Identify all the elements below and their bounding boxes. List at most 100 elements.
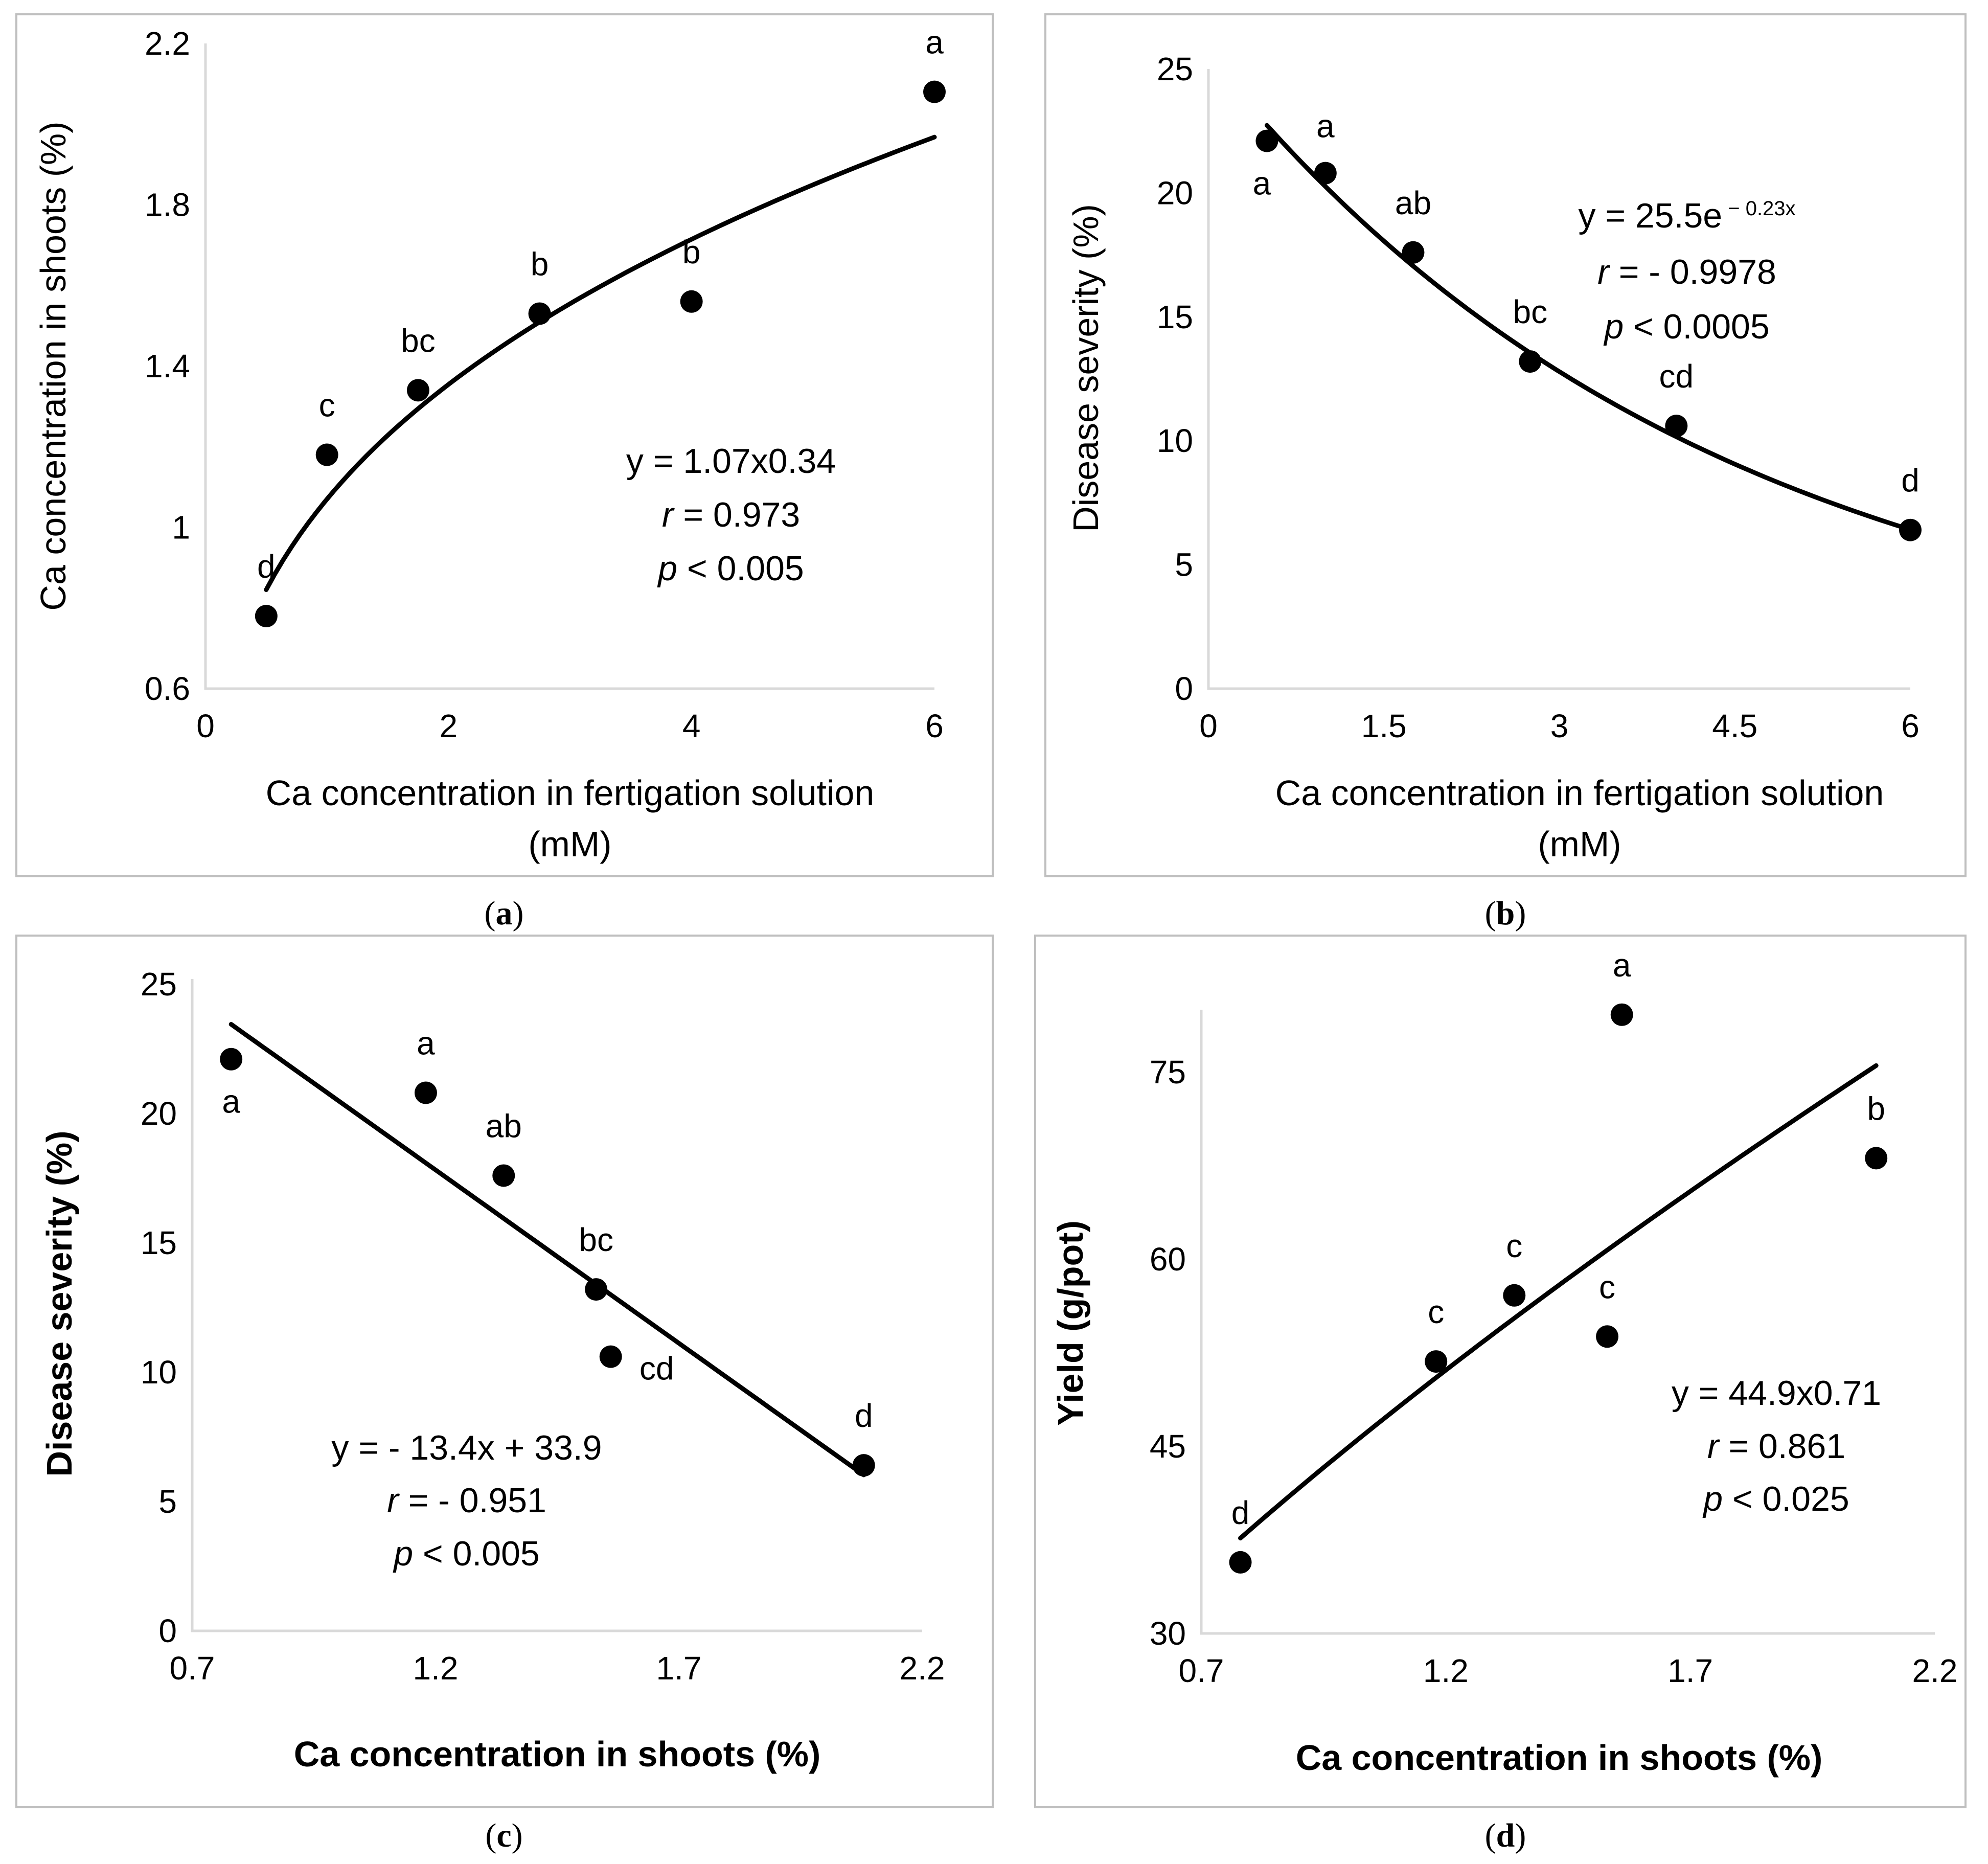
- panel-a-y-ticks: 0.6 1 1.4 1.8 2.2: [145, 25, 190, 707]
- panel-a-p-value: p < 0.005: [657, 549, 804, 588]
- panel-b-x-tick-label: 0: [1199, 708, 1218, 744]
- panel-a-data-point: [528, 302, 551, 325]
- panel-c-significance-label: bc: [579, 1221, 613, 1258]
- panel-c-y-tick-label: 0: [158, 1612, 177, 1649]
- panel-c-x-ticks: 0.7 1.2 1.7 2.2: [170, 1650, 945, 1687]
- panel-b-significance-label: ab: [1395, 185, 1431, 221]
- panel-b-x-axis-title: Ca concentration in fertigation solution: [1275, 773, 1884, 813]
- panel-d-points: [1229, 1003, 1888, 1574]
- panel-b-point-labels: a a ab bc cd d: [1253, 108, 1920, 499]
- panel-c-significance-label: ab: [486, 1107, 522, 1144]
- panel-b-caption: (b): [1485, 895, 1526, 932]
- panel-c-caption: (c): [485, 1817, 522, 1854]
- panel-a-caption: (a): [485, 895, 524, 932]
- panel-c-data-point: [492, 1164, 515, 1187]
- panel-c-x-tick-label: 2.2: [900, 1650, 945, 1687]
- panel-d-y-tick-label: 30: [1150, 1615, 1186, 1652]
- panel-a-x-axis-title-unit: (mM): [528, 824, 611, 864]
- panel-b-y-ticks: 0 5 10 15 20 25: [1157, 51, 1193, 707]
- panel-d-axes: [1200, 1010, 1935, 1635]
- panel-d-equation: y = 44.9x0.71: [1672, 1374, 1881, 1413]
- panel-b-x-tick-label: 4.5: [1712, 708, 1757, 744]
- panel-d-x-tick-label: 2.2: [1912, 1652, 1958, 1689]
- panel-b-data-point: [1314, 162, 1337, 185]
- panel-c-p-value: p < 0.005: [393, 1534, 540, 1573]
- panel-c-y-axis-title: Disease severity (%): [39, 1130, 79, 1476]
- panel-d-significance-label: c: [1506, 1227, 1522, 1264]
- panel-a-equation: y = 1.07x0.34: [626, 442, 836, 481]
- panel-d-y-tick-label: 45: [1150, 1428, 1186, 1465]
- panel-b-equation: y = 25.5e − 0.23x: [1578, 196, 1795, 235]
- panel-a-x-tick-label: 6: [925, 708, 944, 744]
- panel-c-x-axis-title: Ca concentration in shoots (%): [294, 1734, 821, 1774]
- panel-d-caption: (d): [1485, 1817, 1526, 1854]
- panel-b-y-tick-label: 0: [1175, 670, 1193, 707]
- panel-b-frame: [1044, 13, 1967, 877]
- panel-a-data-point: [923, 80, 946, 103]
- panel-b-significance-label: a: [1316, 108, 1335, 145]
- panel-d-x-tick-label: 0.7: [1179, 1652, 1224, 1689]
- panel-c-point-labels: a a ab bc cd d: [222, 1025, 873, 1435]
- panel-b-axes: [1207, 69, 1910, 690]
- panel-a-significance-label: a: [925, 24, 944, 61]
- panel-c-data-point: [599, 1345, 622, 1368]
- panel-c-x-tick-label: 1.7: [656, 1650, 702, 1687]
- panel-b-data-point: [1402, 241, 1425, 264]
- panel-c-y-tick-label: 10: [141, 1354, 177, 1391]
- panel-d-significance-label: a: [1613, 947, 1631, 984]
- panel-a-data-point: [315, 443, 338, 466]
- panel-b-significance-label: cd: [1659, 358, 1694, 395]
- panel-b-x-tick-label: 3: [1550, 708, 1569, 744]
- panel-d-r-value: r = 0.861: [1707, 1427, 1845, 1466]
- panel-c: 0.7 1.2 1.7 2.2 0 5 10 15 20 25 Ca concentration…: [15, 935, 994, 1854]
- panel-d-frame: [1034, 935, 1967, 1808]
- panel-a-significance-label: c: [319, 387, 335, 424]
- panel-c-data-point: [585, 1278, 608, 1301]
- panel-c-data-point: [414, 1081, 437, 1104]
- panel-d-x-tick-label: 1.2: [1423, 1652, 1469, 1689]
- panel-b-x-tick-label: 1.5: [1361, 708, 1407, 744]
- panel-c-y-tick-label: 20: [141, 1095, 177, 1132]
- panel-c-x-tick-label: 0.7: [170, 1650, 215, 1687]
- panel-b-x-axis-title-unit: (mM): [1538, 824, 1621, 864]
- panel-a-y-axis-title: Ca concentration in shoots (%): [33, 121, 73, 610]
- panel-a-y-tick-label: 1.4: [145, 348, 190, 384]
- panel-b-y-tick-label: 5: [1175, 547, 1193, 583]
- panel-a-data-point: [406, 379, 429, 402]
- panel-b-significance-label: d: [1901, 462, 1920, 499]
- panel-a: 0 2 4 6 0.6 1 1.4 1.8 2.2 Ca concentration in f…: [15, 13, 994, 932]
- panel-d-x-ticks: 0.7 1.2 1.7 2.2: [1179, 1652, 1958, 1689]
- panel-a-x-tick-label: 2: [440, 708, 458, 744]
- panel-c-y-tick-label: 15: [141, 1224, 177, 1261]
- panel-d: 0.7 1.2 1.7 2.2 30 45 60 75 Ca concentration i…: [1034, 935, 1967, 1854]
- panel-d-x-tick-label: 1.7: [1667, 1652, 1713, 1689]
- panel-b-p-value: p < 0.0005: [1603, 307, 1769, 346]
- panel-a-points: [255, 80, 946, 628]
- panel-c-y-ticks: 0 5 10 15 20 25: [141, 966, 177, 1649]
- panel-a-x-axis-title: Ca concentration in fertigation solution: [266, 773, 875, 813]
- panel-d-data-point: [1865, 1147, 1888, 1170]
- panel-a-significance-label: d: [257, 548, 276, 585]
- panel-c-x-tick-label: 1.2: [413, 1650, 459, 1687]
- panel-d-significance-label: b: [1867, 1090, 1885, 1127]
- panel-b: 0 1.5 3 4.5 6 0 5 10 15 20 25 Ca concentration in…: [1044, 13, 1967, 932]
- panel-d-data-point: [1425, 1350, 1448, 1373]
- panel-a-significance-label: bc: [401, 322, 436, 359]
- panel-b-data-point: [1519, 350, 1542, 373]
- panel-b-y-tick-label: 10: [1157, 422, 1193, 459]
- panel-c-significance-label: a: [417, 1025, 435, 1062]
- panel-b-significance-label: a: [1253, 165, 1271, 202]
- panel-b-y-axis-title: Disease severity (%): [1066, 204, 1106, 532]
- panel-c-equation: y = - 13.4x + 33.9: [331, 1428, 602, 1467]
- panel-d-significance-label: c: [1428, 1293, 1444, 1330]
- panel-c-significance-label: cd: [639, 1350, 674, 1387]
- panel-c-points: [220, 1048, 875, 1477]
- panel-a-r-value: r = 0.973: [662, 495, 800, 534]
- panel-d-data-point: [1229, 1551, 1252, 1574]
- panel-a-y-tick-label: 2.2: [145, 25, 190, 62]
- panel-b-data-point: [1899, 518, 1922, 541]
- panel-c-data-point: [220, 1048, 243, 1071]
- panel-d-y-axis-title: Yield (g/pot): [1050, 1220, 1090, 1426]
- panel-a-x-ticks: 0 2 4 6: [196, 708, 944, 744]
